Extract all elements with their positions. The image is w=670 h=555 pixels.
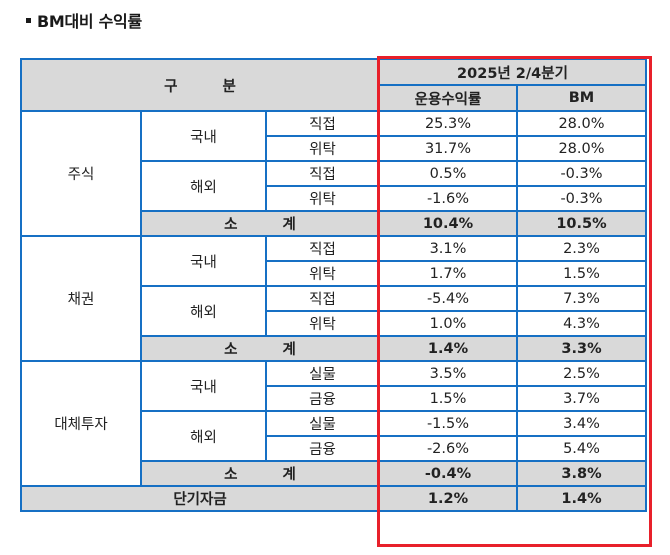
subtotal-return: 1.4% (378, 335, 518, 362)
return-value: -1.5% (378, 410, 518, 437)
bm-value: 28.0% (516, 135, 647, 162)
subgroup-label: 해외 (140, 285, 267, 337)
type-label: 위탁 (265, 135, 380, 162)
subtotal-row: 소 계 -0.4% 3.8% (21, 460, 647, 487)
header-period: 2025년 2/4분기 (378, 58, 647, 86)
table-row: 금융 1.5% 3.7% (21, 385, 647, 412)
table-row: 위탁 1.0% 4.3% (21, 310, 647, 337)
type-label: 위탁 (265, 185, 380, 212)
subgroup-label: 국내 (140, 360, 267, 412)
return-value: 0.5% (378, 160, 518, 187)
short-term-row: 단기자금 1.2% 1.4% (20, 485, 647, 512)
table-row: 채권 국내 직접 3.1% 2.3% (20, 235, 647, 362)
type-label: 직접 (265, 285, 380, 312)
return-value: -2.6% (378, 435, 518, 462)
subgroup-label: 국내 (140, 110, 267, 162)
return-value: 1.7% (378, 260, 518, 287)
type-label: 직접 (265, 110, 380, 137)
subgroup-label: 해외 (140, 160, 267, 212)
return-value: -1.6% (378, 185, 518, 212)
subgroup-label: 해외 (140, 410, 267, 462)
bm-value: -0.3% (516, 185, 647, 212)
return-value: 3.1% (378, 235, 518, 262)
bm-value: 4.3% (516, 310, 647, 337)
header-category: 구 분 (20, 58, 380, 112)
table-row: 해외 직접 -5.4% 7.3% (21, 285, 647, 337)
return-value: 31.7% (378, 135, 518, 162)
table-row: 해외 직접 0.5% -0.3% (21, 160, 647, 212)
table-row: 위탁 -1.6% -0.3% (21, 185, 647, 212)
return-value: 25.3% (378, 110, 518, 137)
section-title-text: BM대비 수익률 (37, 12, 142, 31)
table-row: 주식 국내 직접 25.3% 28.0% (20, 110, 647, 237)
header-bm: BM (516, 84, 647, 112)
table-row: 위탁 31.7% 28.0% (21, 135, 647, 162)
short-term-bm: 1.4% (516, 485, 647, 512)
type-label: 직접 (265, 235, 380, 262)
bm-value: 3.4% (516, 410, 647, 437)
subtotal-label: 소 계 (140, 460, 380, 487)
type-label: 실물 (265, 360, 380, 387)
type-label: 위탁 (265, 310, 380, 337)
subtotal-row: 소 계 1.4% 3.3% (21, 335, 647, 362)
subtotal-bm: 3.3% (516, 335, 647, 362)
table-row: 금융 -2.6% 5.4% (21, 435, 647, 462)
type-label: 금융 (265, 435, 380, 462)
subtotal-return: 10.4% (378, 210, 518, 237)
return-value: 1.5% (378, 385, 518, 412)
bm-value: 2.3% (516, 235, 647, 262)
group-label: 주식 (20, 110, 142, 237)
table-row: 위탁 1.7% 1.5% (21, 260, 647, 287)
header-row-1: 구 분 2025년 2/4분기 (20, 58, 647, 112)
group-label: 대체투자 (20, 360, 142, 487)
subtotal-row: 소 계 10.4% 10.5% (21, 210, 647, 237)
bm-value: 2.5% (516, 360, 647, 387)
return-value: 1.0% (378, 310, 518, 337)
group-label: 채권 (20, 235, 142, 362)
type-label: 금융 (265, 385, 380, 412)
subtotal-label: 소 계 (140, 335, 380, 362)
return-value: 3.5% (378, 360, 518, 387)
short-term-return: 1.2% (378, 485, 518, 512)
subtotal-bm: 3.8% (516, 460, 647, 487)
bm-value: 28.0% (516, 110, 647, 137)
subtotal-return: -0.4% (378, 460, 518, 487)
header-return: 운용수익률 (378, 84, 518, 112)
subtotal-bm: 10.5% (516, 210, 647, 237)
short-term-label: 단기자금 (20, 485, 380, 512)
table-row: 해외 실물 -1.5% 3.4% (21, 410, 647, 462)
bullet-icon (26, 18, 31, 23)
type-label: 실물 (265, 410, 380, 437)
bm-value: -0.3% (516, 160, 647, 187)
return-value: -5.4% (378, 285, 518, 312)
header-row-2: 운용수익률 BM (21, 84, 647, 112)
section-title: BM대비 수익률 (26, 8, 142, 32)
type-label: 위탁 (265, 260, 380, 287)
subgroup-label: 국내 (140, 235, 267, 287)
bm-value: 7.3% (516, 285, 647, 312)
bm-value: 5.4% (516, 435, 647, 462)
bm-value: 1.5% (516, 260, 647, 287)
bm-return-table: 구 분 2025년 2/4분기 운용수익률 BM 주식 국내 직접 25.3% … (20, 58, 647, 512)
subtotal-label: 소 계 (140, 210, 380, 237)
bm-value: 3.7% (516, 385, 647, 412)
type-label: 직접 (265, 160, 380, 187)
table-row: 대체투자 국내 실물 3.5% 2.5% (20, 360, 647, 487)
